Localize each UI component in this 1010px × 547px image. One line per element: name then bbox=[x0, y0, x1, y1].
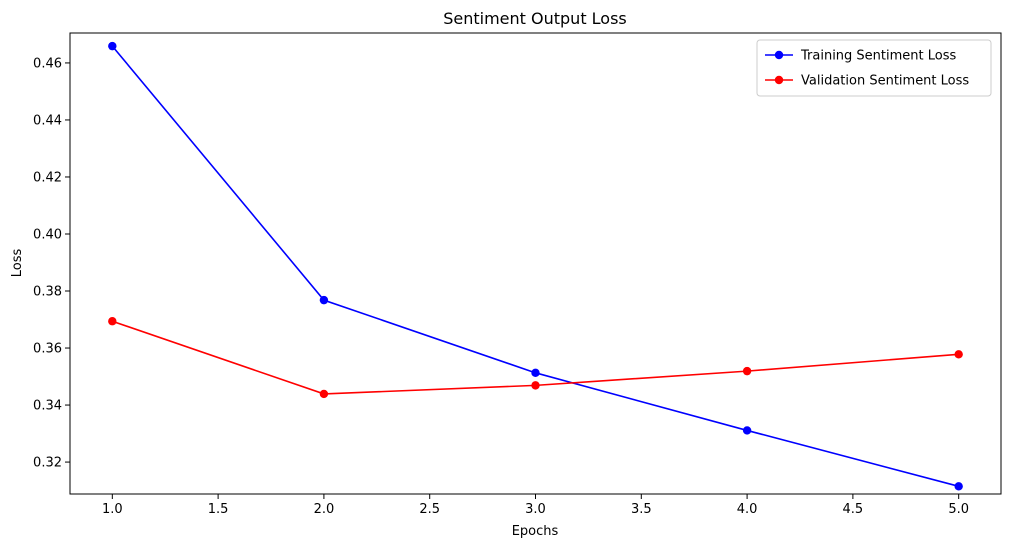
x-tick-label: 1.0 bbox=[102, 502, 123, 517]
x-axis-label: Epochs bbox=[512, 524, 559, 539]
legend-label: Validation Sentiment Loss bbox=[801, 74, 969, 89]
x-tick-label: 4.0 bbox=[737, 502, 758, 517]
x-tick-label: 5.0 bbox=[948, 502, 969, 517]
chart-title: Sentiment Output Loss bbox=[443, 9, 627, 28]
y-tick-label: 0.36 bbox=[33, 342, 62, 357]
x-tick-label: 3.5 bbox=[631, 502, 652, 517]
y-tick-label: 0.42 bbox=[33, 170, 62, 185]
y-tick-label: 0.32 bbox=[33, 456, 62, 471]
y-axis-label: Loss bbox=[10, 249, 25, 278]
plot-area: 1.0 1.5 2.0 2.5 3.0 3.5 4.0 4.5 5.0 0.32 0.34 0.36 0… bbox=[33, 32, 1002, 517]
legend-box bbox=[756, 39, 992, 97]
x-tick-label: 1.5 bbox=[208, 502, 229, 517]
y-tick-label: 0.44 bbox=[33, 113, 62, 128]
y-tick-label: 0.34 bbox=[33, 399, 62, 414]
series-1-point bbox=[108, 41, 117, 51]
series-1-point bbox=[954, 482, 963, 491]
series-2-point bbox=[954, 350, 963, 359]
x-tick-label: 2.0 bbox=[314, 502, 335, 517]
series-2-point bbox=[531, 381, 540, 390]
series-1-point bbox=[319, 295, 329, 305]
legend-label: Training Sentiment Loss bbox=[800, 49, 956, 64]
series-2-point bbox=[319, 389, 329, 399]
series-1-point bbox=[742, 426, 752, 435]
y-tick-label: 0.40 bbox=[33, 227, 62, 242]
x-tick-label: 4.5 bbox=[843, 502, 864, 517]
x-tick-label: 2.5 bbox=[419, 502, 440, 517]
legend-swatch-marker bbox=[774, 75, 784, 85]
y-tick-label: 0.46 bbox=[33, 56, 62, 71]
x-tick-label: 3.0 bbox=[525, 502, 546, 517]
legend: Training Sentiment Loss Validation Sentim… bbox=[756, 39, 992, 97]
legend-swatch-marker bbox=[774, 50, 784, 60]
series-1-point bbox=[531, 368, 540, 378]
series-2-point bbox=[742, 366, 752, 376]
y-tick-label: 0.38 bbox=[33, 285, 62, 300]
series-2-point bbox=[108, 317, 117, 326]
